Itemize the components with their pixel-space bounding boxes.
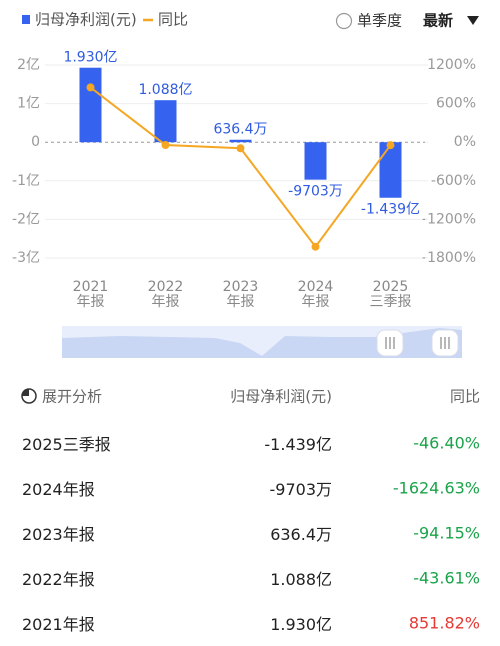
bar [304,142,327,180]
x-tick-label: 2024 [298,279,334,295]
cell: 2023年报 [22,524,95,544]
cell: 2024年报 [22,479,95,499]
radio[interactable] [335,12,353,30]
table-header: 展开分析 归母净利润(元) 同比 [0,372,500,420]
y-tick-label: -1亿 [12,173,40,189]
cell: 归母净利润(元) [230,387,332,406]
cell: 1.930亿 [270,614,332,634]
data-label: 636.4万 [213,122,267,138]
y2-tick-label: 1200% [427,57,476,73]
x-tick-label: 年报 [152,294,180,310]
cell: 2025三季报 [22,434,111,454]
line-point [311,242,320,251]
y-tick-label: 0 [31,134,40,150]
data-label: -9703万 [288,184,343,200]
table-row: 2025三季报 -1.439亿 -46.40% [0,420,500,465]
y2-tick-label: 600% [436,96,476,112]
data-label: -1.439亿 [361,202,420,218]
chart: 归母净利润(元) 同比 单季度 最新 2亿 1亿 0 -1亿 -2亿 -3亿 1200% 60… [12,11,479,358]
slider-preview [62,328,462,358]
y-tick-label: 1亿 [17,96,40,112]
x-tick-label: 三季报 [370,294,412,310]
y2-tick-label: -1800% [422,250,476,266]
data-label: 1.088亿 [138,82,192,98]
line-point [386,141,395,150]
y-tick-label: -3亿 [12,250,40,266]
line-point [86,83,95,92]
cell: 636.4万 [270,524,332,544]
cell: -46.40% [413,433,480,452]
cell: -1624.63% [392,478,480,497]
cell: -9703万 [269,479,333,499]
analysis-table: 展开分析 归母净利润(元) 同比 2025三季报 -1.439亿 -46.40% 2024年… [0,372,500,645]
bar [79,67,102,143]
cell: -94.15% [413,523,480,542]
cell: 851.82% [408,613,480,632]
cell: -1.439亿 [264,434,332,454]
range-slider[interactable] [62,326,462,358]
handle-grip [385,337,395,349]
cell: 1.088亿 [270,569,332,589]
cell: 展开分析 [42,387,103,406]
data-label: 1.930亿 [63,50,117,66]
cell: 2022年报 [22,569,95,589]
bar [379,142,402,198]
dropdown-arrow[interactable] [467,16,479,25]
bar [229,139,252,143]
y2-tick-label: -600% [431,173,476,189]
dropdown[interactable]: 最新 [423,12,453,30]
cell: 2021年报 [22,614,95,634]
cell: -43.61% [413,568,480,587]
x-tick-label: 年报 [77,294,105,310]
bar [154,100,177,143]
x-tick-label: 2023 [223,279,259,295]
legend-label: 归母净利润(元) [35,11,137,29]
line [89,86,392,249]
y-tick-label: 2亿 [17,57,40,73]
handle-grip [440,337,450,349]
x-tick-label: 2025 [373,279,409,295]
table-row: 2021年报 1.930亿 851.82% [0,600,500,645]
x-tick-label: 2021 [73,279,109,295]
y-tick-label: -2亿 [12,211,40,227]
x-tick-label: 年报 [302,294,330,310]
y2-tick-label: 0% [454,134,476,150]
cell: 同比 [449,387,480,406]
table-row: 2023年报 636.4万 -94.15% [0,510,500,555]
line-point [161,141,170,150]
radio-label[interactable]: 单季度 [357,12,402,30]
legend-swatch [22,15,30,24]
x-tick-label: 年报 [227,294,255,310]
pie-icon [21,388,37,404]
line-point [236,144,245,153]
x-tick-label: 2022 [148,279,184,295]
table-row: 2024年报 -9703万 -1624.63% [0,465,500,510]
y2-tick-label: -1200% [422,211,476,227]
table-row: 2022年报 1.088亿 -43.61% [0,555,500,600]
legend-label: 同比 [158,11,188,29]
